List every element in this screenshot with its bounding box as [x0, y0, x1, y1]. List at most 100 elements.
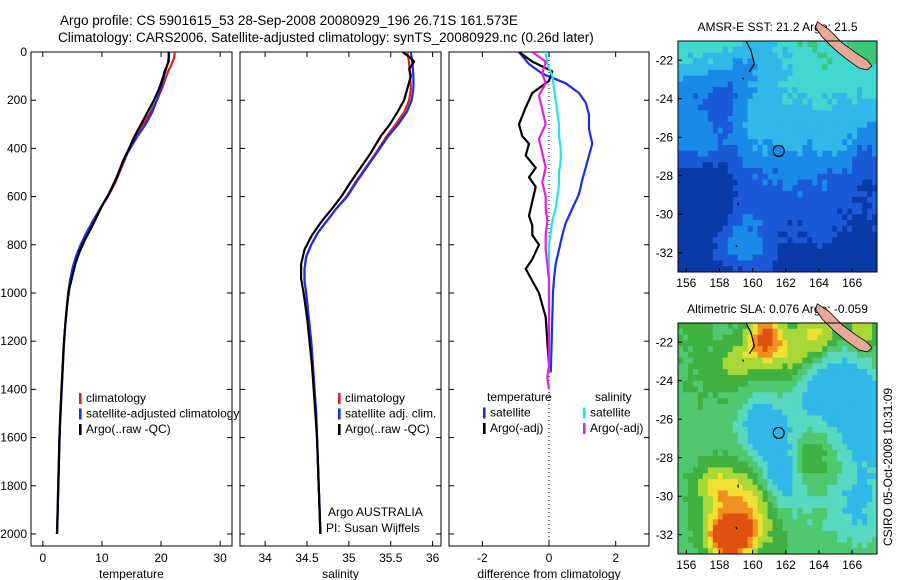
sla_map-heatmap-cell [707, 455, 714, 463]
sst_map-heatmap-cell [722, 46, 729, 53]
sst_map-heatmap-cell [802, 98, 808, 105]
sla_map-heatmap-cell [722, 548, 729, 555]
sla_map-ytick-label: -22 [656, 335, 674, 349]
sla_map-heatmap-cell [822, 415, 828, 422]
sla_map-heatmap-cell [732, 530, 739, 538]
sst_map-heatmap-cell [727, 243, 734, 250]
sst_map-heatmap-cell [812, 237, 818, 244]
sst_map-heatmap-cell [797, 191, 803, 198]
sst_map-heatmap-cell [832, 231, 838, 238]
sla_map-heatmap-cell [722, 369, 729, 376]
sla_map-heatmap-cell [862, 490, 868, 497]
sla_map-heatmap-cell [832, 415, 838, 422]
sla_map-heatmap-cell [687, 450, 694, 457]
sla_map-heatmap-cell [802, 432, 808, 439]
sst_map-heatmap-cell [782, 237, 788, 244]
sst_map-heatmap-cell [797, 208, 803, 215]
sst_map-heatmap-cell [842, 231, 848, 238]
sla_map-heatmap-cell [862, 369, 868, 376]
sst_map-heatmap-cell [842, 243, 848, 250]
sst_map-heatmap-cell [832, 121, 838, 129]
sst_map-heatmap-cell [712, 225, 719, 232]
sla_map-heatmap-cell [742, 542, 749, 549]
sla_map-heatmap-cell [712, 467, 719, 474]
sla_map-heatmap-cell [732, 525, 739, 532]
sst_map-heatmap-cell [678, 41, 684, 48]
sla_map-heatmap-cell [812, 519, 818, 526]
sst_map-heatmap-cell [782, 41, 788, 48]
sst_map-heatmap-cell [807, 46, 813, 53]
sla_map-heatmap-cell [822, 525, 828, 532]
sla_map-heatmap-cell [807, 473, 813, 480]
sst_map-heatmap-cell [847, 225, 853, 232]
sst_map-heatmap-cell [847, 92, 853, 100]
sla_map-heatmap-cell [752, 409, 759, 416]
sla_map-heatmap-cell [682, 409, 689, 416]
sst_map-heatmap-cell [772, 266, 778, 273]
sla_map-heatmap-cell [767, 328, 773, 335]
sla_map-heatmap-cell [767, 415, 773, 422]
sla_map-heatmap-cell [742, 374, 749, 382]
sla_map-heatmap-cell [697, 542, 704, 549]
sla_map-heatmap-cell [822, 530, 828, 538]
sst_map-heatmap-cell [692, 81, 699, 88]
sla_map-heatmap-cell [767, 548, 773, 555]
sla_map-heatmap-cell [777, 490, 783, 497]
sst_map-heatmap-cell [802, 243, 808, 250]
sst_map-heatmap-cell [867, 150, 873, 157]
sla_map-heatmap-cell [827, 438, 833, 445]
sla_map-heatmap-cell [867, 386, 873, 393]
sla_map-heatmap-cell [842, 369, 848, 376]
sst_map-heatmap-cell [762, 260, 768, 267]
sla_map-heatmap-cell [857, 444, 863, 451]
sla_map-heatmap-cell [678, 409, 684, 416]
sla_map-heatmap-cell [832, 548, 838, 555]
sla_map-heatmap-cell [762, 513, 768, 520]
sla_map-heatmap-cell [707, 421, 714, 428]
sst_map-heatmap-cell [857, 156, 863, 163]
sst_map-heatmap-cell [777, 127, 783, 134]
sla_map-heatmap-cell [832, 438, 838, 445]
sst_map-heatmap-cell [797, 121, 803, 129]
sla_map-heatmap-cell [712, 490, 719, 497]
sla_map-heatmap-cell [692, 392, 699, 399]
sla_map-heatmap-cell [842, 455, 848, 463]
sst_map-heatmap-cell [752, 121, 759, 129]
sst_map-heatmap-cell [812, 231, 818, 238]
sst_map-heatmap-cell [712, 98, 719, 105]
sla_map-heatmap-cell [772, 374, 778, 382]
sst_map-heatmap-cell [787, 127, 793, 134]
sst_map-heatmap-cell [767, 41, 773, 48]
sst_map-heatmap-cell [797, 202, 803, 209]
sla_map-heatmap-cell [697, 421, 704, 428]
sla_map-heatmap-cell [742, 421, 749, 428]
sla_map-heatmap-cell [837, 334, 843, 341]
sst_map-heatmap-cell [757, 260, 763, 267]
sst_map-heatmap-cell [692, 92, 699, 100]
sla_map-heatmap-cell [842, 351, 848, 359]
sst_map-heatmap-cell [862, 260, 868, 267]
sst_map-heatmap-cell [847, 121, 853, 129]
sla_map-heatmap-cell [807, 357, 813, 364]
sst_map-xtick-label: 166 [842, 276, 862, 290]
sst_map-heatmap-cell [678, 133, 684, 140]
sla_map-heatmap-cell [842, 392, 848, 399]
sst_map-heatmap-cell [857, 220, 863, 227]
sst_map-heatmap-cell [787, 110, 793, 117]
sst_map-heatmap-cell [867, 220, 873, 227]
sla_map-heatmap-cell [697, 525, 704, 532]
sla_map-heatmap-cell [832, 525, 838, 532]
sst_map-heatmap-cell [722, 173, 729, 181]
sla_map-heatmap-cell [757, 421, 763, 428]
sst_map-heatmap-cell [722, 214, 729, 221]
sst_map-heatmap-cell [817, 98, 823, 105]
sst_map-heatmap-cell [847, 202, 853, 209]
sla_map-heatmap-cell [722, 392, 729, 399]
sst_map-coastline [737, 202, 740, 206]
sst_map-heatmap-cell [742, 260, 749, 267]
sla_map-heatmap-cell [737, 473, 744, 480]
sst_map-heatmap-cell [732, 214, 739, 221]
sla_map-heatmap-cell [852, 467, 858, 474]
sst_map-heatmap-cell [822, 214, 828, 221]
